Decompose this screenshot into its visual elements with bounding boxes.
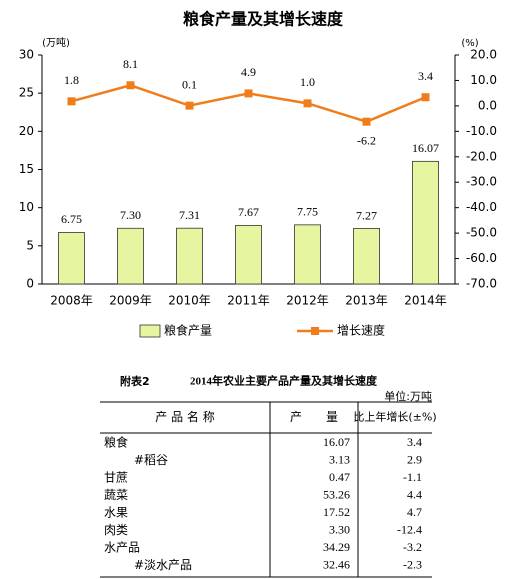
line-marker <box>244 89 253 98</box>
x-tick-label: 2013年 <box>345 294 388 308</box>
table-cell: 0.47 <box>329 470 350 484</box>
y2-tick-label: 0.0 <box>478 98 497 112</box>
line-marker <box>67 97 76 106</box>
y-tick-label: 30 <box>19 48 34 62</box>
table-cell: 3.4 <box>407 435 422 449</box>
table-header: 产 品 名 称 <box>155 409 214 424</box>
x-tick-label: 2011年 <box>227 294 270 308</box>
table-cell: 53.26 <box>323 487 350 501</box>
y2-tick-label: -10.0 <box>466 124 497 138</box>
y-tick-label: 10 <box>19 200 34 214</box>
table-cell: -2.3 <box>403 557 422 571</box>
table-cell: 34.29 <box>323 540 350 554</box>
bar-value-label: 7.27 <box>356 208 377 222</box>
x-tick-label: 2010年 <box>168 294 211 308</box>
table-cell: 水产品 <box>104 541 140 555</box>
x-tick-label: 2014年 <box>404 294 447 308</box>
y2-tick-label: -70.0 <box>466 277 497 291</box>
y2-tick-label: -60.0 <box>466 251 497 265</box>
table-cell: 4.4 <box>407 487 422 501</box>
table-cell: 32.46 <box>323 557 350 571</box>
legend-label: 粮食产量 <box>164 323 212 338</box>
line-marker <box>303 99 312 108</box>
y-unit: (万吨) <box>42 36 70 49</box>
table-cell: 肉类 <box>104 523 128 537</box>
table-cell: 17.52 <box>323 505 350 519</box>
table-cell: -12.4 <box>397 522 422 536</box>
x-tick-label: 2008年 <box>50 294 93 308</box>
bar <box>117 227 144 285</box>
table-header: 产 量 <box>290 410 338 424</box>
table-cell: 3.13 <box>329 452 350 466</box>
table-cell: #稻谷 <box>134 453 168 467</box>
table-cell: 甘蔗 <box>104 471 128 485</box>
y2-tick-label: -20.0 <box>466 149 497 163</box>
table-cell: 2.9 <box>407 452 422 466</box>
table-caption: 附表2 <box>120 374 150 388</box>
bar-value-label: 16.07 <box>412 141 439 155</box>
line-marker <box>185 101 194 110</box>
table-title: 2014年农业主要产品产量及其增长速度 <box>190 374 378 388</box>
y2-tick-label: -30.0 <box>466 175 497 189</box>
table-cell: 水果 <box>104 506 128 520</box>
y-tick-label: 20 <box>19 124 34 138</box>
bar-value-label: 6.75 <box>61 212 82 226</box>
table-cell: 3.30 <box>329 522 350 536</box>
line-value-label: 4.9 <box>241 65 256 79</box>
y-tick-label: 0 <box>26 277 34 291</box>
chart-title: 粮食产量及其增长速度 <box>183 10 344 29</box>
bar <box>412 160 439 285</box>
line-marker <box>421 93 430 102</box>
table-cell: 粮食 <box>104 435 128 450</box>
table-unit: 单位:万吨 <box>384 389 432 403</box>
y-tick-label: 15 <box>19 162 34 176</box>
legend-swatch <box>139 324 161 338</box>
line-value-label: -6.2 <box>357 133 376 147</box>
bar <box>353 228 380 285</box>
line-value-label: 3.4 <box>418 69 433 83</box>
table-cell: 16.07 <box>323 435 350 449</box>
y2-tick-label: 20.0 <box>470 48 497 62</box>
table-cell: 4.7 <box>407 505 422 519</box>
line-value-label: 0.1 <box>182 77 197 91</box>
line-value-label: 1.0 <box>300 75 315 89</box>
legend-marker <box>311 327 319 335</box>
table-cell: -3.2 <box>403 540 422 554</box>
bar <box>294 224 321 285</box>
y2-tick-label: 10.0 <box>470 73 497 87</box>
bar <box>176 227 203 285</box>
line-marker <box>126 81 135 90</box>
x-tick-label: 2009年 <box>109 294 152 308</box>
bar-value-label: 7.75 <box>297 205 318 219</box>
table-cell: 蔬菜 <box>104 488 128 502</box>
bar-value-label: 7.31 <box>179 208 200 222</box>
y2-tick-label: -40.0 <box>466 200 497 214</box>
line-value-label: 8.1 <box>123 57 138 71</box>
bar <box>235 225 262 285</box>
x-tick-label: 2012年 <box>286 294 329 308</box>
table-cell: #淡水产品 <box>134 558 192 572</box>
table-header: 比上年增长(±%) <box>353 410 436 424</box>
y2-unit: (%) <box>461 38 478 49</box>
line-marker <box>362 117 371 126</box>
line-value-label: 1.8 <box>64 73 79 87</box>
table-cell: -1.1 <box>403 470 422 484</box>
y-tick-label: 25 <box>19 86 34 100</box>
bar-value-label: 7.30 <box>120 208 141 222</box>
bar <box>58 232 85 285</box>
bar-value-label: 7.67 <box>238 205 259 219</box>
y-tick-label: 5 <box>26 238 34 252</box>
y2-tick-label: -50.0 <box>466 226 497 240</box>
legend-label: 增长速度 <box>337 323 385 338</box>
